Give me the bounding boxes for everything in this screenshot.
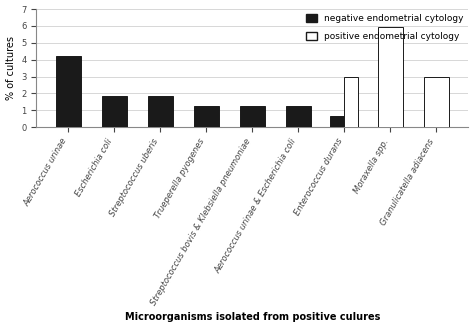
Bar: [344, 77, 358, 127]
Legend: negative endometrial cytology, positive endometrial cytology: negative endometrial cytology, positive …: [303, 10, 467, 45]
Bar: [286, 106, 311, 127]
Bar: [240, 106, 265, 127]
X-axis label: Microorganisms isolated from positive culures: Microorganisms isolated from positive cu…: [125, 313, 380, 322]
Bar: [102, 96, 127, 127]
Bar: [148, 96, 173, 127]
Bar: [56, 56, 81, 127]
Bar: [378, 27, 403, 127]
Y-axis label: % of cultures: % of cultures: [6, 36, 16, 100]
Bar: [194, 106, 219, 127]
Bar: [424, 77, 449, 127]
Bar: [330, 116, 344, 127]
